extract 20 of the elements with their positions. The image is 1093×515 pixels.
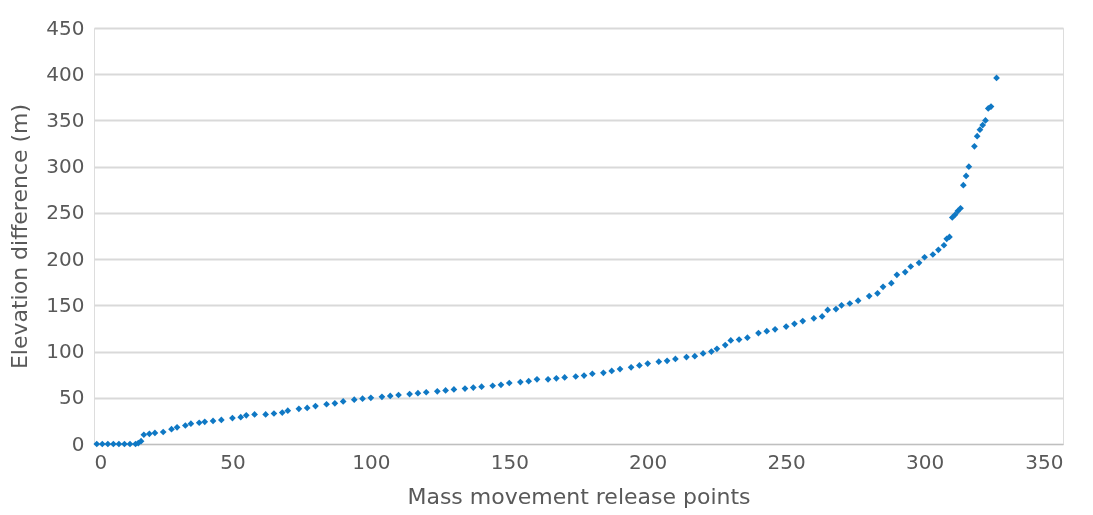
y-tick-label: 200 — [46, 246, 85, 271]
x-tick-label: 150 — [490, 449, 529, 474]
x-tick-label: 200 — [629, 449, 668, 474]
y-axis-title: Elevation difference (m) — [7, 103, 33, 370]
x-axis-title: Mass movement release points — [407, 483, 751, 509]
x-tick-label: 300 — [905, 449, 945, 474]
y-tick-label: 250 — [46, 200, 85, 225]
y-tick-label: 100 — [46, 339, 85, 364]
x-tick-label: 250 — [767, 449, 806, 474]
x-tick-label: 350 — [1025, 449, 1064, 474]
y-tick-label: 300 — [46, 154, 85, 179]
y-tick-label: 400 — [46, 61, 85, 86]
y-tick-label: 350 — [46, 107, 85, 132]
y-tick-label: 50 — [59, 385, 85, 410]
x-tick-label: 100 — [352, 449, 391, 474]
x-tick-label: 0 — [94, 449, 108, 474]
x-tick-label: 50 — [220, 449, 246, 474]
y-tick-label: 150 — [46, 292, 85, 317]
y-tick-label: 450 — [46, 15, 85, 40]
y-tick-label: 0 — [71, 431, 85, 456]
